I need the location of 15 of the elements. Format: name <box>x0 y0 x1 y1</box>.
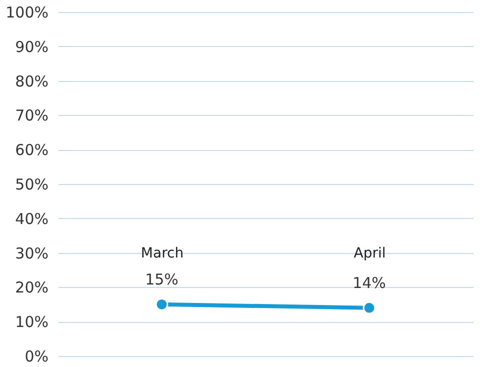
y-tick-label: 10% <box>15 313 48 332</box>
data-label: 14% <box>352 274 386 292</box>
y-tick-label: 60% <box>15 141 48 160</box>
y-tick-label: 50% <box>15 176 48 194</box>
y-tick-label: 70% <box>15 106 48 125</box>
x-tick-label: April <box>354 245 386 262</box>
y-tick-label: 90% <box>15 38 48 56</box>
x-tick-label: March <box>140 245 184 262</box>
data-label: 15% <box>145 270 178 288</box>
y-tick-label: 80% <box>15 72 48 90</box>
y-tick-label: 100% <box>6 4 48 22</box>
y-tick-label: 30% <box>15 244 48 262</box>
y-tick-label: 40% <box>15 210 48 228</box>
y-tick-label: 20% <box>15 278 48 297</box>
y-tick-label: 0% <box>24 348 48 366</box>
